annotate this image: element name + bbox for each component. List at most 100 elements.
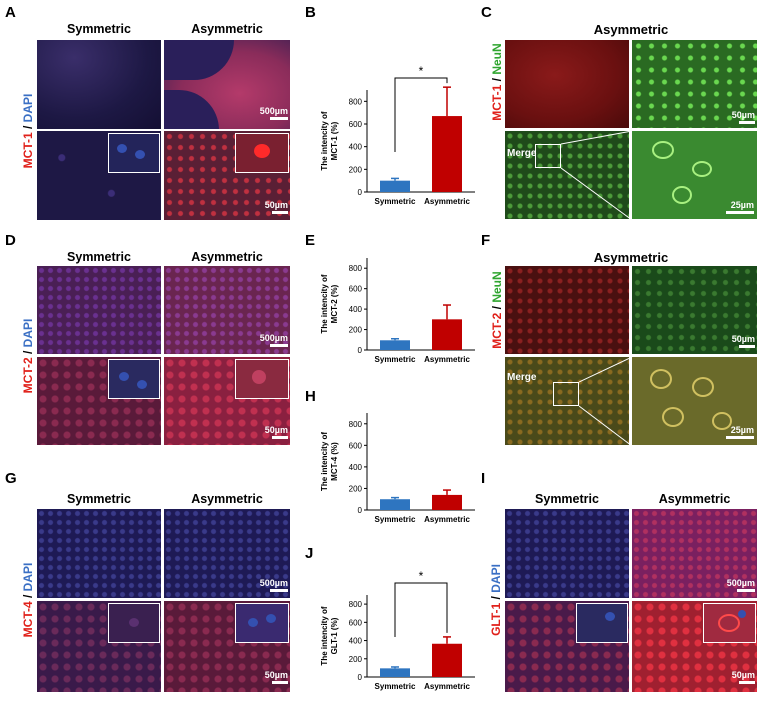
scale-bar-50um: 50µm — [258, 200, 288, 214]
merge-label: Merge — [507, 148, 537, 159]
micrograph-merge — [505, 131, 629, 219]
y-axis-label: GLT-1 (%) — [330, 617, 339, 654]
zoom-connector — [561, 131, 633, 221]
micrograph-symmetric-low — [505, 509, 629, 598]
bar-chart-mct2: 0 200 400 600 800 The intencity of MCT-2 (%) Sy… — [320, 258, 475, 364]
y-tick-label: 800 — [349, 264, 363, 273]
y-tick-label: 400 — [349, 305, 363, 314]
y-tick-label: 200 — [349, 484, 363, 493]
y-tick-label: 600 — [349, 618, 363, 627]
micrograph-neun-green — [632, 40, 757, 128]
column-header-symmetric: Symmetric — [67, 22, 131, 36]
y-axis-label: MCT-2 (%) — [330, 284, 339, 323]
scale-bar-500um: 500µm — [258, 333, 288, 347]
stain-label: MCT-1 / DAPI — [21, 93, 35, 169]
micrograph-mct2-red — [505, 266, 629, 354]
category-label: Asymmetric — [424, 515, 470, 524]
inset-box — [535, 144, 561, 168]
y-tick-label: 800 — [349, 600, 363, 609]
category-label: Asymmetric — [424, 197, 470, 206]
y-tick-label: 800 — [349, 420, 363, 429]
inset-zoom — [235, 603, 289, 643]
inset-zoom — [108, 359, 160, 399]
micrograph-asymmetric-low — [164, 509, 290, 598]
significance-marker: * — [419, 64, 424, 78]
inset-zoom — [108, 603, 160, 643]
micrograph-symmetric-low — [37, 266, 161, 354]
y-tick-label: 0 — [358, 673, 363, 682]
micrograph-symmetric-low — [37, 509, 161, 598]
scale-bar-50um: 50µm — [258, 425, 288, 439]
micrograph-neun-green — [632, 266, 757, 354]
category-label: Asymmetric — [424, 682, 470, 691]
column-header-asymmetric: Asymmetric — [191, 22, 263, 36]
inset-zoom — [703, 603, 756, 643]
y-tick-label: 0 — [358, 188, 363, 197]
stain-label: MCT-2 / NeuN — [490, 271, 504, 349]
micrograph-asymmetric-low — [632, 509, 757, 598]
bar-asymmetric — [432, 319, 462, 350]
scale-bar-500um: 500µm — [258, 106, 288, 120]
bar-symmetric — [380, 499, 410, 510]
category-label: Symmetric — [375, 197, 416, 206]
category-label: Asymmetric — [424, 355, 470, 364]
bar-asymmetric — [432, 643, 462, 677]
column-header-symmetric: Symmetric — [535, 492, 599, 506]
panel-label-e: E — [305, 232, 316, 249]
panel-label-j: J — [305, 545, 314, 562]
y-tick-label: 800 — [349, 97, 363, 106]
panel-label-f: F — [481, 232, 491, 249]
panel-title: Asymmetric — [593, 250, 669, 265]
panel-label-i: I — [481, 470, 486, 487]
y-tick-label: 200 — [349, 326, 363, 335]
y-tick-label: 600 — [349, 120, 363, 129]
scale-bar-50um: 50µm — [722, 670, 755, 684]
inset-zoom — [108, 133, 160, 173]
micrograph-merge — [505, 357, 629, 445]
y-tick-label: 0 — [358, 506, 363, 515]
inset-zoom — [235, 359, 289, 399]
y-axis-label: MCT-1 (%) — [330, 121, 339, 160]
y-tick-label: 0 — [358, 346, 363, 355]
scale-bar-50um: 50µm — [722, 334, 755, 348]
y-tick-label: 600 — [349, 441, 363, 450]
inset-zoom — [235, 133, 289, 173]
bar-chart-glt1: 0 200 400 600 800 The intencity of GLT-1 (%) Sy… — [320, 569, 475, 691]
micrograph-asymmetric-low — [164, 266, 290, 354]
panel-label-d: D — [5, 232, 16, 249]
zoom-connector — [579, 357, 633, 447]
bar-asymmetric — [432, 494, 462, 510]
y-tick-label: 400 — [349, 143, 363, 152]
bar-chart-mct4: 0 200 400 600 800 The intencity of MCT-4 (%) Sy… — [320, 413, 475, 524]
bar-symmetric — [380, 340, 410, 350]
column-header-asymmetric: Asymmetric — [191, 250, 263, 264]
significance-bracket — [394, 77, 448, 152]
column-header-symmetric: Symmetric — [67, 492, 131, 506]
panel-label-g: G — [5, 470, 17, 487]
panel-label-h: H — [305, 388, 316, 405]
micrograph-asymmetric-low — [164, 40, 290, 129]
significance-marker: * — [419, 569, 424, 583]
micrograph-merge-zoom — [632, 131, 757, 219]
y-tick-label: 400 — [349, 637, 363, 646]
y-axis-label: The intencity of — [320, 274, 329, 333]
category-label: Symmetric — [375, 515, 416, 524]
scale-bar-500um: 500µm — [722, 578, 755, 592]
panel-title: Asymmetric — [593, 22, 669, 37]
significance-bracket — [394, 582, 448, 637]
column-header-symmetric: Symmetric — [67, 250, 131, 264]
stain-label: MCT-1 / NeuN — [490, 43, 504, 121]
category-label: Symmetric — [375, 355, 416, 364]
micrograph-merge-zoom — [632, 357, 757, 445]
scale-bar-500um: 500µm — [258, 578, 288, 592]
bar-symmetric — [380, 668, 410, 677]
scale-bar-25um: 25µm — [718, 425, 754, 439]
panel-label-c: C — [481, 4, 492, 21]
y-axis-label: MCT-4 (%) — [330, 442, 339, 481]
panel-label-a: A — [5, 4, 16, 21]
stain-label: MCT-2 / DAPI — [21, 318, 35, 394]
y-tick-label: 600 — [349, 285, 363, 294]
bar-symmetric — [380, 180, 410, 192]
y-tick-label: 400 — [349, 463, 363, 472]
micrograph-symmetric-low — [37, 40, 161, 129]
